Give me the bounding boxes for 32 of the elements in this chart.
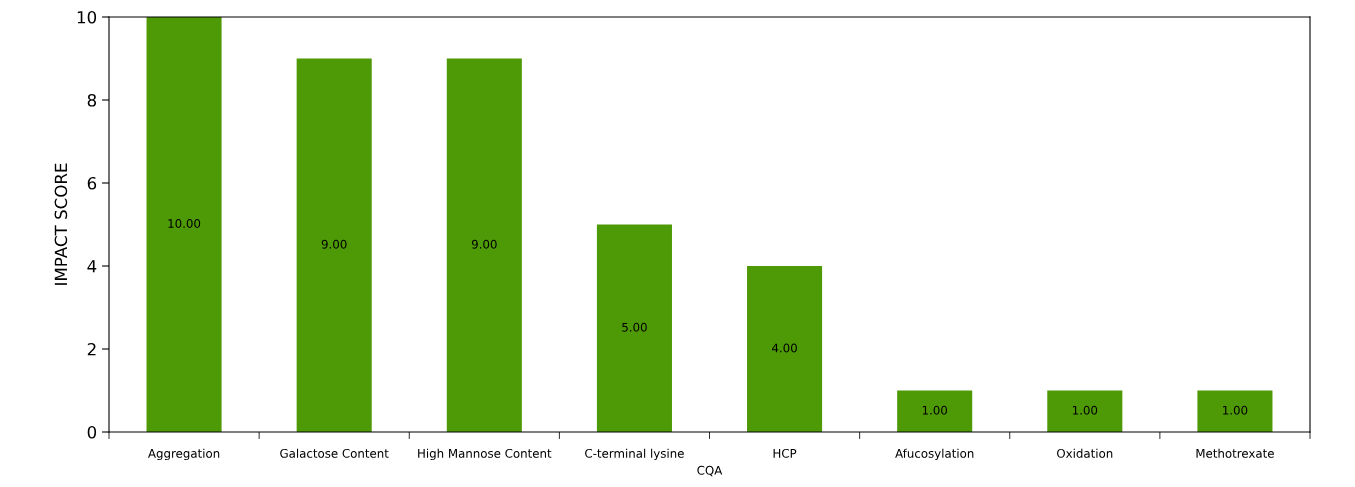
y-tick-label: 6: [87, 176, 97, 190]
x-tick-label: Methotrexate: [1196, 448, 1274, 458]
bar: [146, 17, 222, 432]
data-label: 1.00: [1223, 405, 1248, 415]
x-tick-label: High Mannose Content: [418, 448, 552, 461]
bar: [296, 58, 372, 432]
y-tick-label: 2: [87, 342, 96, 356]
data-label: 1.00: [922, 405, 948, 415]
bar: [1197, 390, 1273, 432]
y-tick-label: 10: [77, 10, 97, 24]
x-tick-label: Galactose Content: [280, 448, 389, 458]
data-label: 9.00: [321, 239, 347, 249]
y-axis-title: IMPACT SCORE: [54, 163, 68, 285]
x-tick-label: HCP: [773, 448, 797, 458]
bar: [596, 224, 672, 432]
bar: [446, 58, 522, 432]
x-tick-label: Oxidation: [1057, 448, 1113, 458]
data-label: 4.00: [772, 343, 797, 353]
y-tick-label: 4: [87, 260, 97, 273]
bar: [897, 390, 973, 432]
x-axis-title: CQA: [697, 465, 723, 477]
x-tick-label: Aggregation: [148, 448, 220, 461]
bar: [747, 266, 823, 432]
data-label: 9.00: [471, 239, 497, 249]
data-label: 1.00: [1072, 405, 1098, 415]
x-tick-label: Afucosylation: [895, 448, 974, 461]
y-tick-label: 8: [87, 93, 97, 107]
y-tick-label: 0: [87, 425, 97, 439]
data-label: 10.00: [168, 219, 201, 228]
data-label: 5.00: [622, 322, 647, 332]
x-tick-label: C-terminal lysine: [585, 448, 684, 461]
bar: [1047, 390, 1123, 432]
